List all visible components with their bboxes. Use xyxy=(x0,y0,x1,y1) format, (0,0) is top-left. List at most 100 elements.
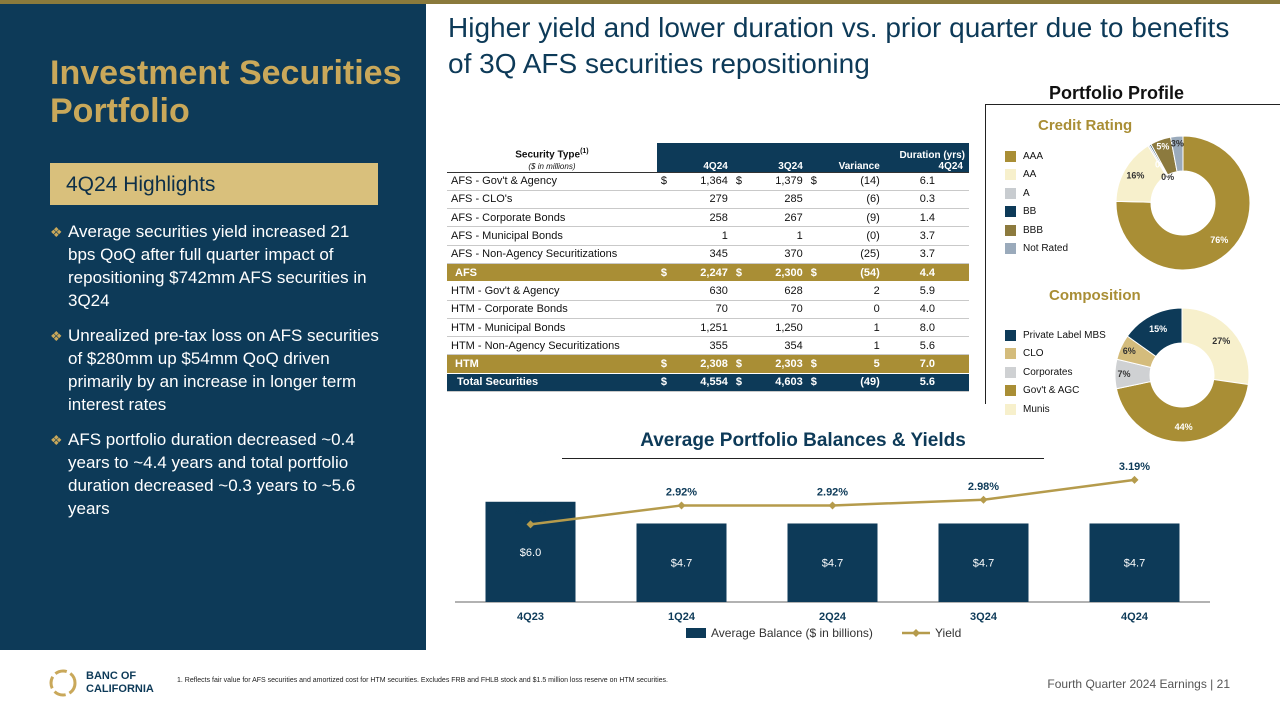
table-row: HTM - Gov't & Agency 630 628 2 5.9 xyxy=(447,281,969,301)
donut-slice-label: 7% xyxy=(1117,369,1130,379)
dollar-sign: $ xyxy=(731,354,747,374)
dollar-sign xyxy=(656,300,672,319)
value-duration: 6.1 xyxy=(883,172,969,191)
value-3q24: 1,250 xyxy=(746,318,807,338)
footer-caption: Fourth Quarter 2024 Earnings | 21 xyxy=(1047,677,1230,691)
donut-slice-label: 0% xyxy=(1155,160,1168,170)
donut-slice-label: 6% xyxy=(1123,346,1136,356)
bank-logo-icon xyxy=(49,669,77,697)
value-duration: 4.4 xyxy=(883,263,969,283)
bar-average-balance xyxy=(636,523,727,602)
donut-slice-munis xyxy=(1181,307,1250,386)
table-row: AFS - Municipal Bonds 1 1 (0) 3.7 xyxy=(447,226,969,246)
yield-data-label: 2.92% xyxy=(817,486,848,498)
row-label: AFS xyxy=(447,263,657,283)
diamond-bullet-icon: ❖ xyxy=(50,224,63,240)
dollar-sign: $ xyxy=(806,263,822,283)
legend-swatch xyxy=(1005,403,1016,415)
legend-item: Munis xyxy=(1005,400,1106,419)
legend-label: Munis xyxy=(1023,403,1050,415)
value-variance: (14) xyxy=(821,172,884,191)
dollar-sign xyxy=(806,300,822,319)
row-label: HTM - Municipal Bonds xyxy=(447,318,657,338)
value-4q24: 2,308 xyxy=(671,354,732,374)
left-panel xyxy=(0,4,426,650)
dollar-sign: $ xyxy=(656,172,672,191)
highlights-list: ❖ Average securities yield increased 21 b… xyxy=(50,220,380,532)
value-duration: 8.0 xyxy=(883,318,969,338)
bar-data-label: $4.7 xyxy=(671,558,692,570)
table-row: AFS - Gov't & Agency $1,364 $1,379 $ (14) 6.1 xyxy=(447,172,969,191)
donut-slice-label: 5% xyxy=(1156,141,1169,151)
legend-label: Gov't & AGC xyxy=(1023,385,1080,397)
value-3q24: 2,300 xyxy=(746,263,807,283)
yield-point xyxy=(1130,475,1139,484)
row-label: AFS - Gov't & Agency xyxy=(447,172,657,191)
value-3q24: 370 xyxy=(746,245,807,264)
donut-slice-not-rated xyxy=(1169,135,1184,173)
highlight-text: Average securities yield increased 21 bp… xyxy=(68,222,367,310)
table-row: AFS - Corporate Bonds 258 267 (9) 1.4 xyxy=(447,208,969,228)
table-row: AFS - CLO's 279 285 (6) 0.3 xyxy=(447,190,969,210)
dollar-sign xyxy=(731,336,747,356)
value-4q24: 345 xyxy=(671,245,732,264)
legend-swatch xyxy=(1005,169,1016,181)
top-accent-bar xyxy=(0,0,1280,4)
bank-logo-text: BANC OF CALIFORNIA xyxy=(86,670,154,695)
legend-label: BBB xyxy=(1023,224,1044,236)
highlight-bullet: ❖ Average securities yield increased 21 b… xyxy=(50,220,380,312)
yield-point xyxy=(828,501,837,510)
legend-label: Yield xyxy=(935,626,961,640)
x-tick-label: 3Q24 xyxy=(970,611,998,623)
yield-data-label: 3.19% xyxy=(1119,461,1150,473)
legend-swatch xyxy=(1005,366,1016,378)
dollar-sign xyxy=(731,190,747,210)
value-4q24: 1,364 xyxy=(671,172,732,191)
value-variance: (49) xyxy=(821,373,884,393)
subtotal-row: AFS $2,247 $2,300 $ (54) 4.4 xyxy=(447,263,969,283)
row-label: HTM xyxy=(447,354,657,374)
highlights-label: 4Q24 Highlights xyxy=(50,163,378,205)
legend-item: Private Label MBS xyxy=(1005,326,1106,345)
table-row: HTM - Corporate Bonds 70 70 0 4.0 xyxy=(447,300,969,319)
value-3q24: 1 xyxy=(746,226,807,246)
composition-donut: 27% 44% 7% 6% 15% xyxy=(1114,307,1250,443)
dollar-sign xyxy=(656,245,672,264)
legend-label: A xyxy=(1023,187,1030,199)
credit-rating-title: Credit Rating xyxy=(1038,117,1133,134)
legend-label: Private Label MBS xyxy=(1023,329,1106,341)
highlight-bullet: ❖ Unrealized pre-tax loss on AFS securiti… xyxy=(50,324,380,416)
donut-slice-label: 3% xyxy=(1171,138,1184,148)
legend-swatch xyxy=(1005,329,1016,341)
portfolio-profile-frame xyxy=(985,104,1280,404)
dollar-sign xyxy=(656,226,672,246)
dollar-sign: $ xyxy=(731,263,747,283)
legend-item: BBB xyxy=(1005,221,1068,240)
value-4q24: 70 xyxy=(671,300,732,319)
dollar-sign xyxy=(806,190,822,210)
legend-item: AAA xyxy=(1005,147,1068,166)
legend-label: Average Balance ($ in billions) xyxy=(711,626,873,640)
table-header-row: Security Type(1) ($ in millions) 4Q24 3Q… xyxy=(447,143,969,173)
legend-item: AA xyxy=(1005,166,1068,185)
credit-rating-donut: 76% 16% 0% 0% 5% 3% xyxy=(1115,135,1251,271)
value-4q24: 355 xyxy=(671,336,732,356)
balances-yields-chart: $6.0 4Q23 $4.7 1Q24 $4.7 2Q24 $4.7 3Q24 $4.7 4Q24… xyxy=(455,461,1210,640)
slide-headline: Higher yield and lower duration vs. prio… xyxy=(448,12,1230,79)
composition-title: Composition xyxy=(1049,287,1141,304)
donut-slice-label: 44% xyxy=(1175,422,1193,432)
value-3q24: 70 xyxy=(746,300,807,319)
dollar-sign: $ xyxy=(806,354,822,374)
value-duration: 5.6 xyxy=(883,336,969,356)
yield-point xyxy=(526,520,535,529)
dollar-sign xyxy=(731,281,747,301)
value-3q24: 2,303 xyxy=(746,354,807,374)
highlight-text: Unrealized pre-tax loss on AFS securitie… xyxy=(68,326,379,414)
table-row: HTM - Municipal Bonds 1,251 1,250 1 8.0 xyxy=(447,318,969,338)
dollar-sign xyxy=(656,281,672,301)
column-header: 3Q24 xyxy=(746,143,807,173)
donut-slice-label: 16% xyxy=(1126,171,1144,181)
dollar-sign xyxy=(656,190,672,210)
value-3q24: 354 xyxy=(746,336,807,356)
row-label: HTM - Gov't & Agency xyxy=(447,281,657,301)
